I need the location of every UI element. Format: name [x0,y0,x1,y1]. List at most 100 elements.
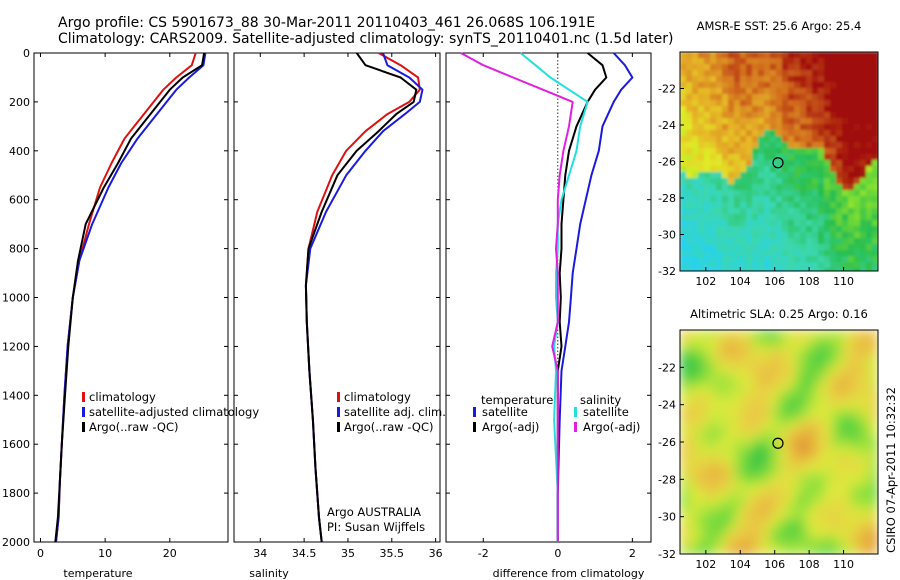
heatmap-cell [851,348,861,358]
heatmap-cell [698,100,705,107]
heatmap-cell [869,384,878,394]
heatmap-cell [728,160,735,167]
heatmap-cell [686,220,693,227]
x-tick-label: 36 [429,547,443,560]
heatmap-cell [752,112,759,119]
heatmap-cell [824,202,831,209]
heatmap-cell [734,465,744,475]
heatmap-cell [698,339,708,349]
heatmap-cell [728,124,735,131]
heatmap-cell [815,456,825,466]
legend-entry: Argo(-adj) [583,420,640,434]
heatmap-cell [743,384,753,394]
heatmap-cell [806,375,816,385]
heatmap-cell [764,100,771,107]
heatmap-cell [698,492,708,502]
heatmap-cell [734,136,741,143]
map-x-tick-label: 104 [730,558,751,571]
heatmap-cell [818,64,825,71]
heatmap-cell [689,339,699,349]
heatmap-cell [770,411,780,421]
heatmap-cell [842,483,852,493]
heatmap-cell [815,528,825,538]
heatmap-cell [716,136,723,143]
heatmap-cell [764,250,771,257]
heatmap-cell [782,268,789,271]
heatmap-cell [680,348,690,358]
heatmap-cell [734,537,744,547]
heatmap-cell [722,250,729,257]
heatmap-cell [689,546,699,554]
heatmap-cell [770,154,777,161]
heatmap-cell [824,160,831,167]
heatmap-cell [746,202,753,209]
heatmap-cell [815,375,825,385]
heatmap-cell [746,160,753,167]
heatmap-cell [851,411,861,421]
heatmap-cell [794,112,801,119]
heatmap-cell [836,94,843,101]
heatmap-cell [872,160,878,167]
legend-swatch [574,407,577,417]
heatmap-cell [869,429,878,439]
heatmap-cell [704,58,711,65]
credit-line-2: PI: Susan Wijffels [327,520,425,534]
heatmap-cell [692,226,699,233]
heatmap-cell [779,375,789,385]
heatmap-cell [698,88,705,95]
heatmap-cell [752,160,759,167]
heatmap-cell [698,256,705,263]
heatmap-cell [812,52,819,59]
heatmap-cell [806,166,813,173]
heatmap-cell [698,528,708,538]
map-y-tick-label: -30 [658,511,676,524]
heatmap-cell [800,190,807,197]
heatmap-cell [869,474,878,484]
heatmap-cell [824,94,831,101]
heatmap-cell [686,106,693,113]
heatmap-cell [725,438,735,448]
heatmap-cell [761,510,771,520]
heatmap-cell [800,118,807,125]
heatmap-cell [680,202,687,209]
heatmap-cell [716,393,726,403]
heatmap-cell [788,501,798,511]
legend-entry: Argo(..raw -QC) [344,420,434,434]
heatmap-cell [698,136,705,143]
heatmap-cell [860,58,867,65]
heatmap-cell [722,58,729,65]
heatmap-cell [794,94,801,101]
heatmap-cell [758,178,765,185]
heatmap-cell [746,268,753,271]
heatmap-cell [752,154,759,161]
heatmap-cell [794,76,801,83]
heatmap-cell [800,256,807,263]
heatmap-cell [824,546,834,554]
heatmap-cell [842,100,849,107]
heatmap-cell [704,214,711,221]
heatmap-cell [764,172,771,179]
heatmap-cell [806,172,813,179]
heatmap-cell [806,190,813,197]
heatmap-cell [764,196,771,203]
heatmap-cell [743,510,753,520]
heatmap-cell [743,483,753,493]
heatmap-cell [743,348,753,358]
heatmap-cell [860,202,867,209]
heatmap-cell [833,420,843,430]
heatmap-cell [746,214,753,221]
heatmap-cell [746,148,753,155]
heatmap-cell [800,136,807,143]
heatmap-cell [680,447,690,457]
heatmap-cell [752,58,759,65]
heatmap-cell [752,172,759,179]
heatmap-cell [872,64,878,71]
heatmap-cell [833,438,843,448]
heatmap-cell [776,160,783,167]
heatmap-cell [689,429,699,439]
heatmap-cell [860,384,870,394]
heatmap-cell [860,88,867,95]
heatmap-cell [830,70,837,77]
heatmap-cell [815,465,825,475]
heatmap-cell [797,402,807,412]
